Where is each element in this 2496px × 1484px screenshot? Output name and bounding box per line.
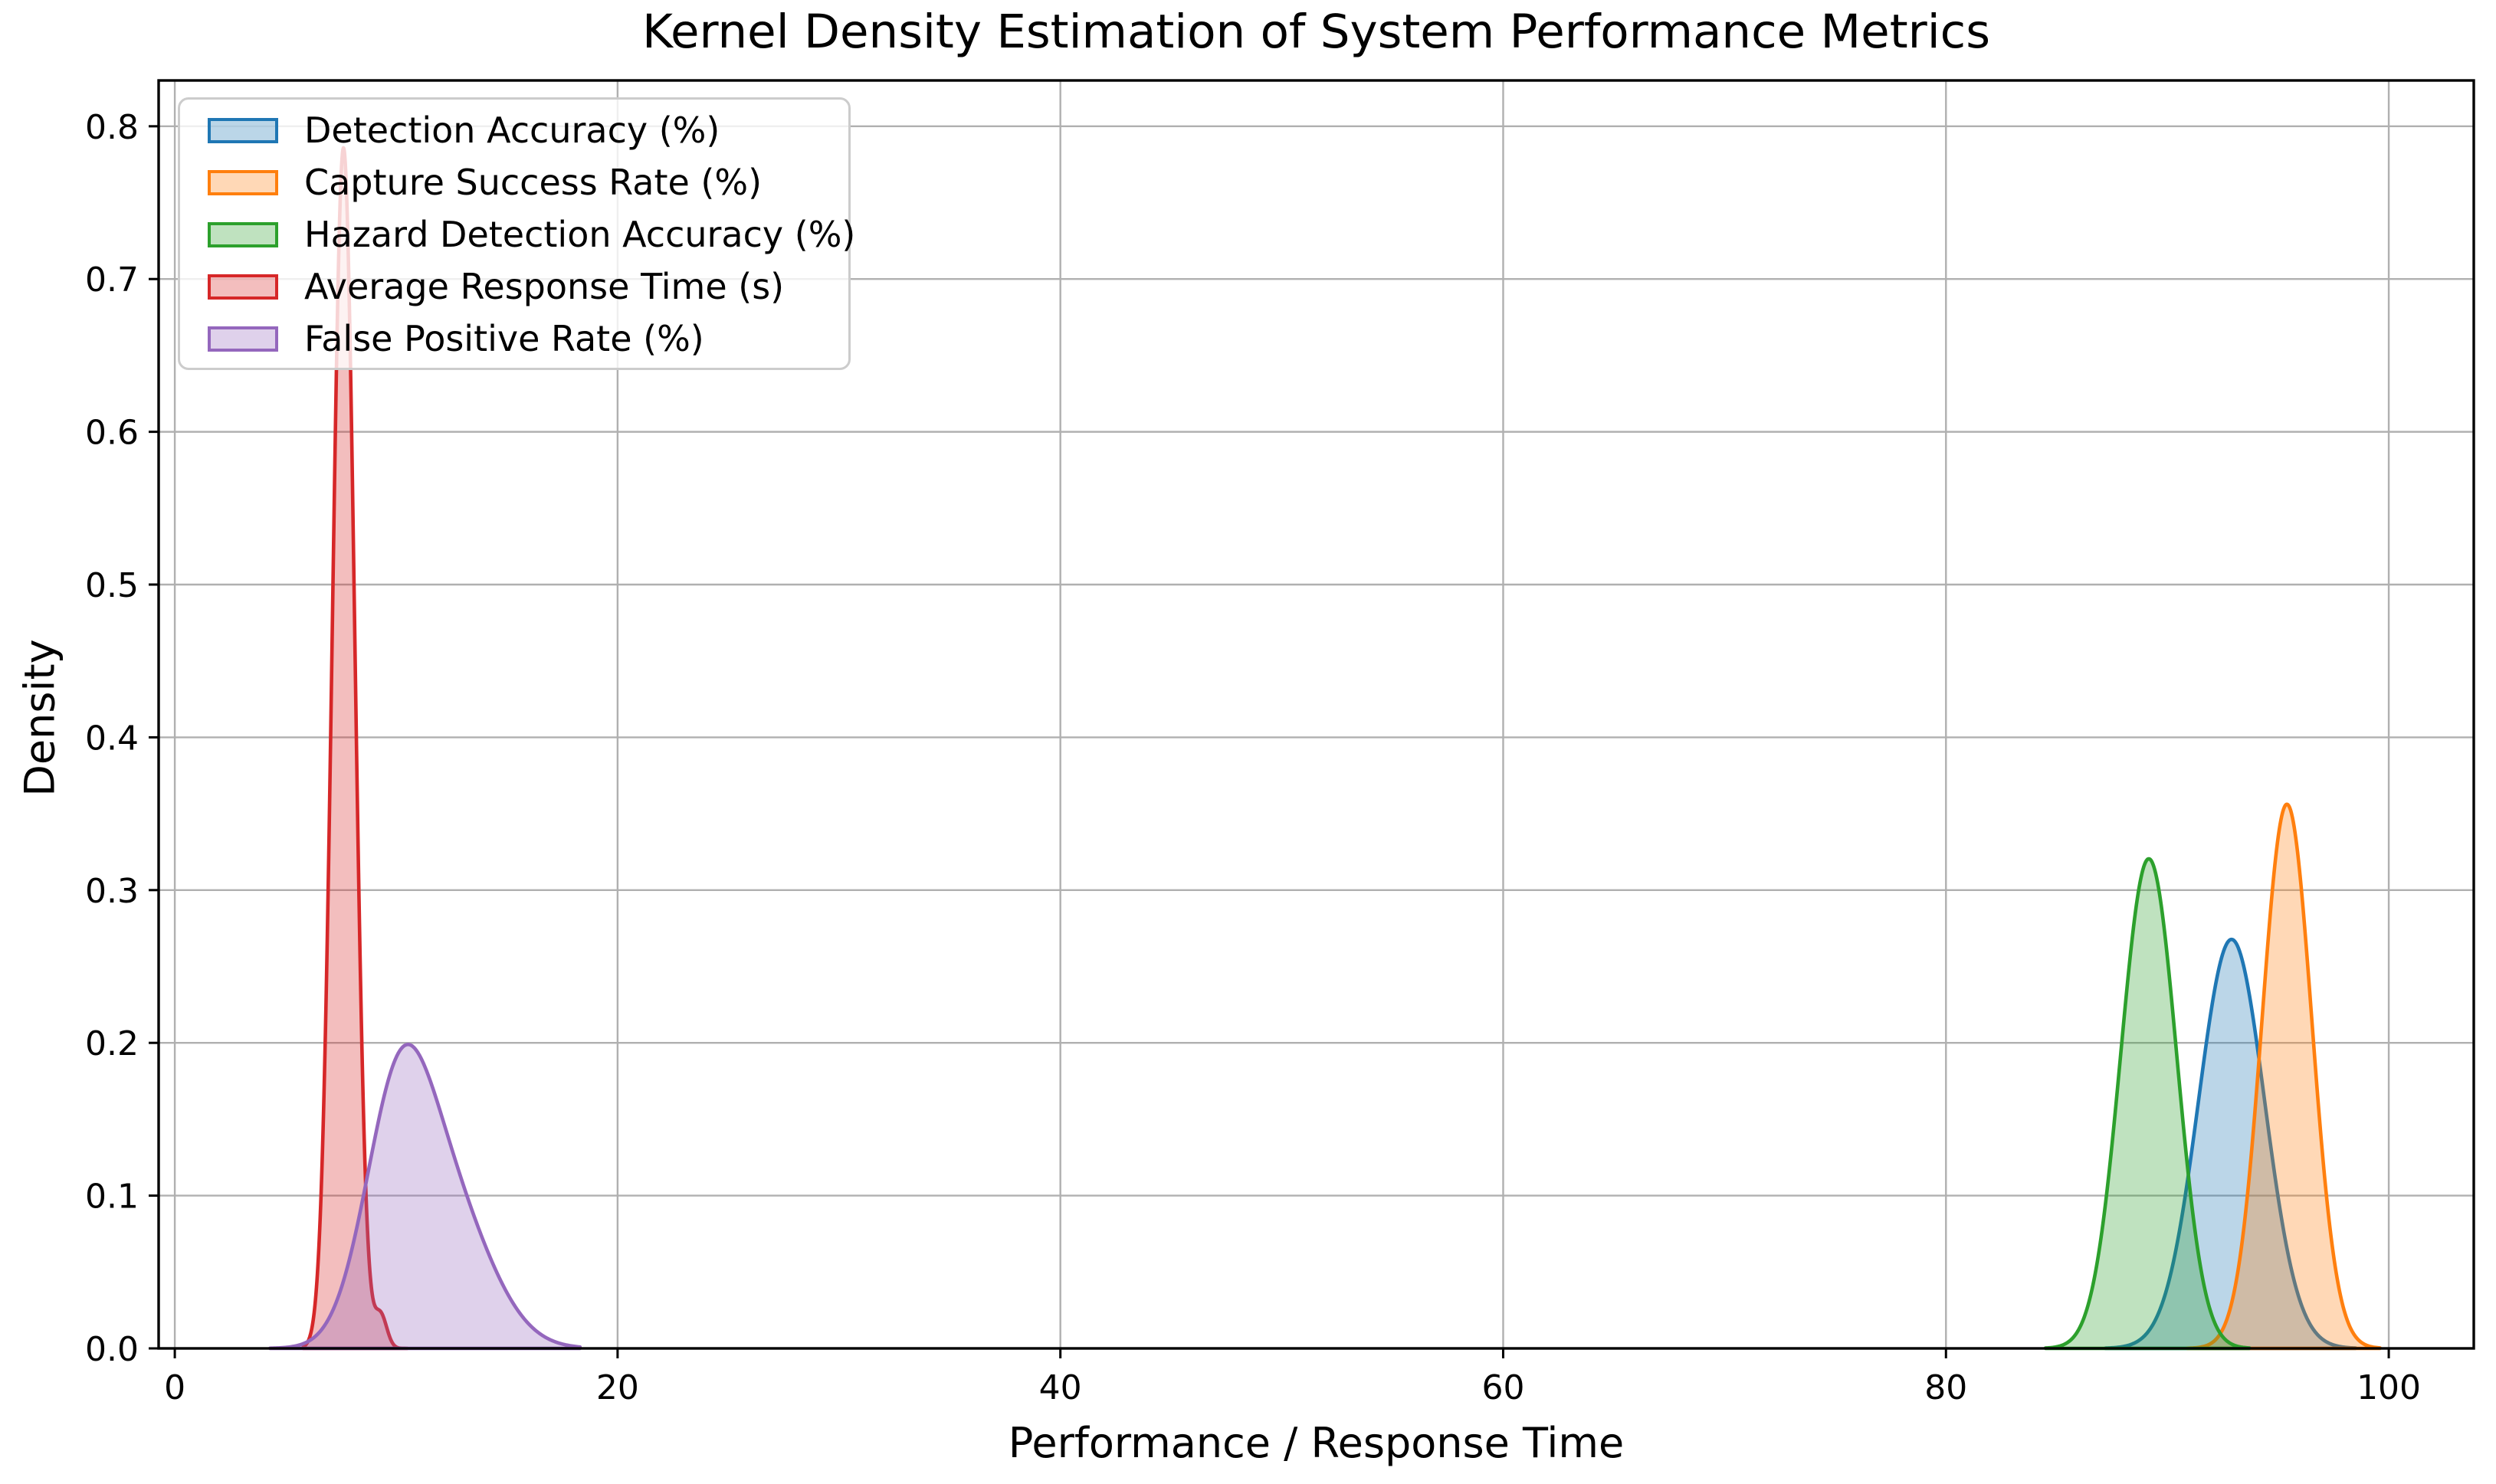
legend-label: Hazard Detection Accuracy (%) — [304, 214, 856, 255]
legend-item-hazard-detection-accuracy: Hazard Detection Accuracy (%) — [208, 217, 855, 252]
legend-item-average-response-time: Average Response Time (s) — [208, 266, 848, 307]
y-tick-label: 0.6 — [85, 414, 139, 453]
y-tick-label: 0.5 — [85, 566, 139, 605]
x-tick-label: 0 — [164, 1368, 185, 1407]
axes-spines — [157, 79, 2475, 1350]
x-tick-label: 20 — [596, 1368, 639, 1407]
y-tick-label: 0.3 — [85, 872, 139, 911]
legend: Detection Accuracy (%) Capture Success R… — [178, 97, 855, 370]
x-tick-label: 60 — [1481, 1368, 1524, 1407]
kde-curve-4 — [301, 146, 409, 1351]
y-tick-label: 0.7 — [85, 260, 139, 300]
legend-swatch-capture-success-rate — [208, 170, 278, 195]
legend-swatch-average-response-time — [208, 274, 278, 300]
y-axis-label: Density — [15, 639, 64, 797]
x-tick-label: 100 — [2357, 1368, 2421, 1407]
legend-label: Average Response Time (s) — [304, 266, 785, 307]
chart-title: Kernel Density Estimation of System Perf… — [642, 5, 1990, 59]
kde-curve-2 — [2185, 802, 2382, 1351]
x-tick-label: 40 — [1039, 1368, 1082, 1407]
legend-label: False Positive Rate (%) — [304, 318, 704, 359]
kde-curve-5 — [268, 1042, 582, 1351]
legend-label: Capture Success Rate (%) — [304, 162, 763, 203]
y-tick-label: 0.0 — [85, 1330, 139, 1369]
legend-item-false-positive-rate: False Positive Rate (%) — [208, 318, 848, 359]
y-tick-label: 0.2 — [85, 1024, 139, 1063]
legend-swatch-detection-accuracy — [208, 118, 278, 143]
x-tick-label: 80 — [1924, 1368, 1967, 1407]
x-axis-label: Performance / Response Time — [1008, 1419, 1625, 1467]
legend-swatch-false-positive-rate — [208, 326, 278, 352]
kde-curve-3 — [2043, 857, 2252, 1351]
legend-label: Detection Accuracy (%) — [304, 110, 720, 151]
legend-item-detection-accuracy: Detection Accuracy (%) — [208, 110, 848, 151]
y-tick-label: 0.4 — [85, 719, 139, 758]
legend-item-capture-success-rate: Capture Success Rate (%) — [208, 162, 848, 203]
y-tick-label: 0.8 — [85, 108, 139, 147]
y-tick-label: 0.1 — [85, 1178, 139, 1217]
kde-curve-1 — [2103, 937, 2358, 1351]
legend-swatch-hazard-detection-accuracy — [208, 222, 278, 247]
